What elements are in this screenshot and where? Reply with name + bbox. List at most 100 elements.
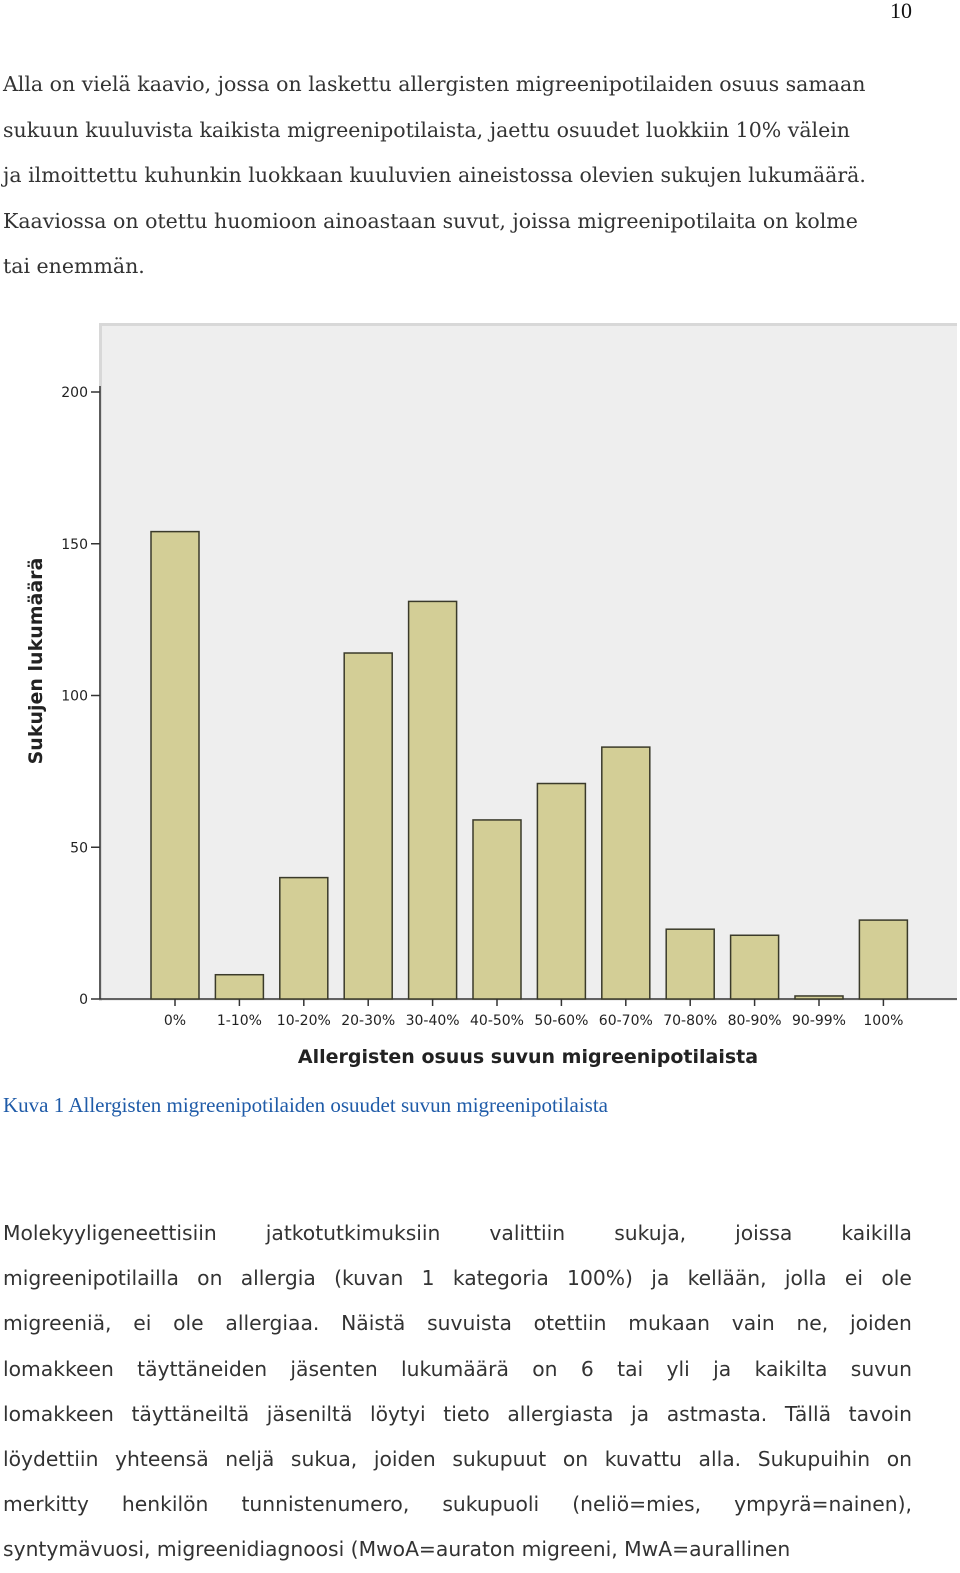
body-word: joiden: [373, 1447, 436, 1472]
x-tick-label: 20-30%: [341, 1013, 395, 1029]
body-word: sukuja,: [614, 1221, 687, 1245]
body-line: syntymävuosi, migreenidiagnoosi (MwoA=au…: [3, 1527, 912, 1572]
body-word: kellään,: [687, 1266, 767, 1291]
body-word: täyttäneiden: [137, 1356, 268, 1381]
body-word: 1: [421, 1266, 435, 1291]
x-tick-label: 70-80%: [663, 1013, 717, 1029]
body-word: ja: [713, 1356, 732, 1381]
body-word: löydettiin: [3, 1447, 99, 1472]
body-word: ja: [651, 1266, 670, 1291]
intro-line: tai enemmän.: [3, 254, 145, 278]
body-word: sukupuoli: [442, 1492, 540, 1517]
body-word: lomakkeen: [3, 1356, 114, 1381]
x-tick-label: 80-90%: [728, 1013, 782, 1029]
body-word: jäseniltä: [266, 1401, 353, 1426]
body-word: yli: [666, 1356, 690, 1381]
body-word: sukua,: [290, 1447, 358, 1472]
body-word: suvuista: [427, 1311, 512, 1336]
bar-chart: 0 50 100 150 200 0% 1-10% 10-20% 20-30% 30-40% 40-…: [25, 385, 957, 1068]
body-word: kaikilla: [841, 1221, 912, 1245]
intro-line: Alla on vielä kaavio, jossa on laskettu …: [3, 72, 866, 96]
body-word: ole: [173, 1311, 204, 1336]
x-tick-label: 40-50%: [470, 1013, 524, 1029]
x-tick-label: 30-40%: [406, 1013, 460, 1029]
body-line: löydettiin yhteensä neljä sukua, joiden sukup…: [3, 1437, 912, 1482]
body-word: jolla: [784, 1266, 827, 1291]
body-line: merkitty henkilön tunnistenumero, sukupuoli…: [3, 1482, 912, 1527]
body-word: Tällä: [784, 1401, 832, 1426]
body-word: tieto: [443, 1401, 490, 1426]
body-word: alla.: [698, 1447, 742, 1472]
y-tick-label: 150: [61, 537, 88, 553]
x-tick-label: 60-70%: [599, 1013, 653, 1029]
body-word: kategoria: [452, 1266, 549, 1291]
page-number: 10: [890, 0, 912, 23]
body-word: MwA=aurallinen: [624, 1537, 791, 1562]
body-word: (neliö=mies,: [572, 1492, 702, 1517]
body-word: migreenipotilailla: [3, 1266, 179, 1291]
body-word: on: [562, 1447, 589, 1472]
body-line: migreeniä, ei ole allergiaa. Näistä suvuista o…: [3, 1301, 912, 1346]
body-word: allergiasta: [507, 1401, 614, 1426]
y-tick-label: 50: [70, 840, 88, 856]
body-word: ja: [631, 1401, 650, 1426]
body-word: mukaan: [628, 1311, 711, 1336]
body-word: astmasta.: [666, 1401, 768, 1426]
body-word: joissa: [735, 1221, 793, 1245]
body-paragraph: Molekyyligeneettisiin jatkotutkimuksiin va…: [3, 1211, 912, 1573]
x-tick-label: 90-99%: [792, 1013, 846, 1029]
body-word: lukumäärä: [401, 1356, 509, 1381]
body-word: Sukupuihin: [757, 1447, 871, 1472]
body-word: tunnistenumero,: [241, 1492, 410, 1517]
body-word: neljä: [225, 1447, 275, 1472]
body-word: ei: [133, 1311, 152, 1336]
bar: [214, 973, 265, 1000]
y-tick-label: 100: [61, 689, 88, 705]
body-word: yhteensä: [115, 1447, 209, 1472]
y-tick-label: 200: [61, 385, 88, 401]
body-line: lomakkeen täyttäneiltä jäseniltä löytyi tiet…: [3, 1392, 912, 1437]
body-word: joiden: [849, 1311, 912, 1336]
bar: [665, 928, 715, 1000]
body-word: valittiin: [489, 1221, 566, 1245]
body-word: migreeniä,: [3, 1311, 112, 1336]
body-word: ei: [844, 1266, 864, 1291]
body-word: ne,: [796, 1311, 829, 1336]
bar: [407, 600, 458, 1000]
x-tick-label: 0%: [164, 1013, 186, 1029]
body-word: migreenidiagnoosi: [156, 1537, 351, 1562]
bar: [729, 934, 780, 1000]
body-line: migreenipotilailla on allergia (kuvan 1 kateg…: [3, 1256, 912, 1301]
body-word: allergia: [240, 1266, 316, 1291]
bar: [794, 995, 844, 1000]
body-word: tai: [617, 1356, 644, 1381]
body-word: otettiin: [533, 1311, 607, 1336]
body-word: kuvattu: [604, 1447, 682, 1472]
bar: [601, 746, 651, 1000]
bar: [150, 530, 200, 1000]
body-word: henkilön: [121, 1492, 209, 1517]
intro-line: Kaaviossa on otettu huomioon ainoastaan …: [3, 208, 858, 233]
bar: [858, 919, 909, 1000]
body-word: ympyrä=nainen),: [734, 1492, 912, 1517]
chart-frame: [99, 323, 957, 1001]
intro-paragraph: Alla on vielä kaavio, jossa on laskettu …: [3, 62, 913, 290]
body-word: jatkotutkimuksiin: [265, 1221, 441, 1245]
body-word: allergiaa.: [225, 1311, 320, 1336]
intro-line: sukuun kuuluvista kaikista migreenipotil…: [3, 117, 851, 142]
body-line: lomakkeen täyttäneiden jäsenten lukumäärä on…: [3, 1347, 912, 1392]
body-word: suvun: [850, 1356, 912, 1381]
x-tick-label: 10-20%: [277, 1013, 331, 1029]
body-word: lomakkeen: [3, 1401, 114, 1426]
body-word: tavoin: [848, 1401, 912, 1426]
bar: [279, 876, 329, 1000]
body-word: sukupuut: [452, 1447, 547, 1472]
body-word: merkitty: [3, 1492, 89, 1517]
intro-line: ja ilmoittettu kuhunkin luokkaan kuuluvi…: [3, 163, 866, 187]
body-word: jäsenten: [290, 1356, 378, 1381]
x-tick-label: 100%: [863, 1013, 903, 1029]
body-word: ole: [881, 1266, 912, 1291]
body-word: on: [197, 1266, 223, 1291]
figure-caption: Kuva 1 Allergisten migreenipotilaiden os…: [3, 1093, 609, 1117]
body-word: (kuvan: [334, 1266, 404, 1291]
